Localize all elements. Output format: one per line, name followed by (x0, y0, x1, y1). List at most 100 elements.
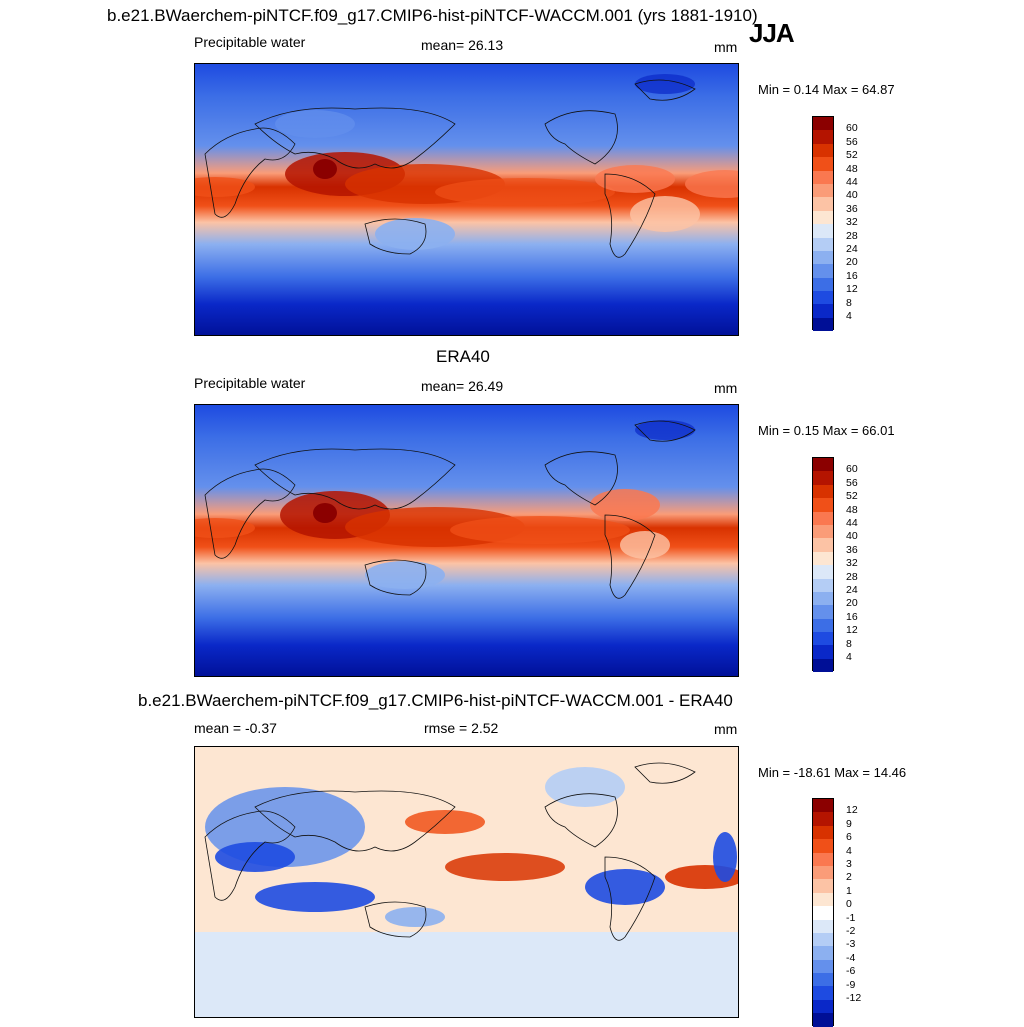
colorbar-tick-label: 4 (846, 310, 852, 322)
colorbar-swatch (813, 170, 833, 184)
colorbar-tick-label: 16 (846, 610, 858, 623)
colorbar-tick-label: 60 (846, 463, 858, 476)
colorbar-swatch (813, 277, 833, 292)
colorbar-swatch (813, 999, 833, 1014)
colorbar-swatch (813, 304, 833, 318)
colorbar-tick-label: 12 (846, 804, 858, 817)
colorbar-tick-label: 32 (846, 216, 858, 229)
colorbar-tick-label: 3 (846, 858, 852, 870)
panel-2-variable-label: Precipitable water (194, 375, 306, 391)
colorbar-tick-label: -12 (846, 992, 862, 1004)
panel-3-title: b.e21.BWaerchem-piNTCF.f09_g17.CMIP6-his… (138, 691, 733, 710)
colorbar-tick-label: 12 (846, 624, 858, 637)
colorbar-swatch (813, 197, 833, 211)
panel-1-mean-label: mean= 26.13 (421, 37, 504, 53)
panel-3-minmax: Min = -18.61 Max = 14.46 (758, 765, 907, 780)
panel-3-units-label: mm (714, 721, 738, 737)
colorbar-swatch (813, 852, 833, 866)
colorbar-tick-label: 20 (846, 256, 858, 269)
colorbar-swatch (813, 484, 833, 499)
colorbar-tick-label: 4 (846, 844, 852, 857)
colorbar-tick-label: 52 (846, 490, 858, 503)
colorbar-tick-label: 36 (846, 543, 858, 556)
panel-1-colorbar-swatches (812, 116, 834, 332)
colorbar-tick-label: 8 (846, 637, 852, 650)
colorbar-tick-label: 40 (846, 189, 858, 202)
colorbar-tick-label: 52 (846, 149, 858, 162)
colorbar-tick-label: 8 (846, 296, 852, 309)
colorbar-swatch (813, 825, 833, 840)
colorbar-swatch (813, 959, 833, 974)
colorbar-tick-label: 44 (846, 176, 858, 188)
colorbar-tick-label: 56 (846, 476, 858, 489)
colorbar-tick-label: -4 (846, 951, 856, 964)
colorbar-tick-label: 44 (846, 517, 858, 529)
colorbar-tick-label: 28 (846, 229, 858, 242)
colorbar-swatch (813, 986, 833, 1000)
colorbar-tick-label: 40 (846, 530, 858, 543)
colorbar-swatch (813, 645, 833, 659)
colorbar-swatch (813, 264, 833, 278)
colorbar-swatch (813, 605, 833, 619)
panel-1-units-label: mm (714, 39, 738, 55)
colorbar-swatch (813, 130, 833, 144)
colorbar-tick-label: 9 (846, 817, 852, 830)
colorbar-tick-label: -2 (846, 925, 856, 937)
panel-2-units-label: mm (714, 380, 738, 396)
colorbar-tick-label: -3 (846, 938, 856, 951)
colorbar-swatch (813, 906, 833, 920)
colorbar-swatch (813, 799, 833, 813)
season-label: JJA (749, 18, 795, 48)
colorbar-swatch (813, 538, 833, 552)
colorbar-tick-label: 2 (846, 871, 852, 884)
colorbar-swatch (813, 658, 833, 673)
colorbar-swatch (813, 458, 833, 472)
colorbar-swatch (813, 317, 833, 332)
panel-1-variable-label: Precipitable water (194, 34, 306, 50)
colorbar-swatch (813, 210, 833, 225)
colorbar-swatch (813, 865, 833, 880)
colorbar-tick-label: 24 (846, 584, 858, 596)
colorbar-tick-label: 32 (846, 557, 858, 570)
colorbar-tick-label: 6 (846, 831, 852, 844)
colorbar-tick-label: 36 (846, 202, 858, 215)
colorbar-swatch (813, 551, 833, 566)
colorbar-swatch (813, 1013, 833, 1027)
colorbar-swatch (813, 919, 833, 933)
colorbar-swatch (813, 511, 833, 525)
colorbar-tick-label: 12 (846, 283, 858, 296)
colorbar-swatch (813, 879, 833, 893)
panel-3-colorbar-swatches (812, 798, 834, 1027)
colorbar-swatch (813, 591, 833, 606)
colorbar-tick-label: 48 (846, 503, 858, 516)
colorbar-swatch (813, 946, 833, 960)
colorbar-swatch (813, 578, 833, 592)
colorbar-tick-label: 20 (846, 597, 858, 610)
colorbar-swatch (813, 143, 833, 158)
colorbar-swatch (813, 117, 833, 131)
colorbar-swatch (813, 632, 833, 646)
panel-2-title: ERA40 (436, 347, 490, 366)
colorbar-tick-label: 0 (846, 898, 852, 911)
colorbar-swatch (813, 471, 833, 485)
panel-3-rmse-label: rmse = 2.52 (424, 720, 499, 736)
colorbar-swatch (813, 892, 833, 907)
colorbar-tick-label: 28 (846, 570, 858, 583)
colorbar-tick-label: 60 (846, 122, 858, 135)
colorbar-tick-label: -9 (846, 978, 856, 991)
colorbar-tick-label: 24 (846, 243, 858, 255)
colorbar-swatch (813, 839, 833, 853)
colorbar-tick-label: 56 (846, 135, 858, 148)
panel-2-colorbar-swatches (812, 457, 834, 673)
panel-3-map (194, 746, 739, 1018)
colorbar-swatch (813, 157, 833, 171)
panel-1-minmax: Min = 0.14 Max = 64.87 (758, 82, 895, 97)
panel-1-map (194, 63, 739, 336)
colorbar-swatch (813, 183, 833, 198)
colorbar-swatch (813, 932, 833, 947)
colorbar-swatch (813, 565, 833, 579)
colorbar-swatch (813, 973, 833, 987)
panel-1-title: b.e21.BWaerchem-piNTCF.f09_g17.CMIP6-his… (107, 6, 758, 25)
colorbar-tick-label: 1 (846, 884, 852, 897)
panel-2-minmax: Min = 0.15 Max = 66.01 (758, 423, 895, 438)
